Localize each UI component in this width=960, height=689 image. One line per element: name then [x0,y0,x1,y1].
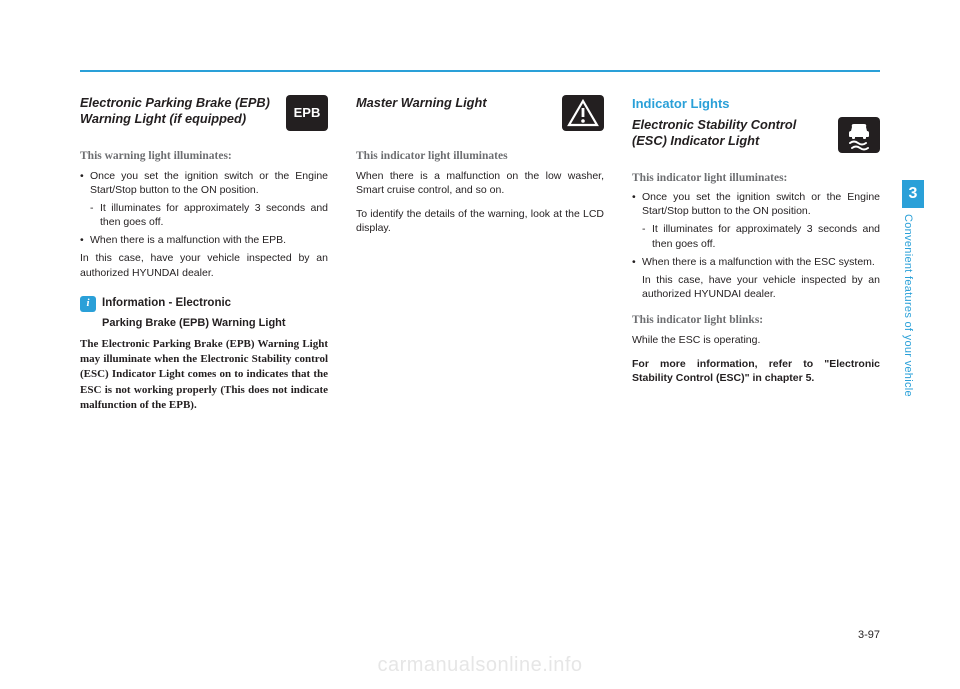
col3-subhead-2: This indicator light blinks: [632,313,880,329]
col1-subhead-1: This warning light illuminates: [80,149,328,165]
col1-subbullet-1: - It illuminates for approximately 3 sec… [90,201,328,229]
info-dash: - Electronic [165,297,231,309]
columns: Electronic Parking Brake (EPB) Warning L… [80,95,880,414]
column-1: Electronic Parking Brake (EPB) Warning L… [80,95,328,414]
dash: - [642,222,652,250]
epb-icon: EPB [286,95,328,131]
info-subtitle: Parking Brake (EPB) Warning Light [102,316,328,331]
bullet-text: When there is a malfunction with the ESC… [642,255,880,269]
col3-blue-heading: Indicator Lights [632,95,880,113]
esc-icon [838,117,880,153]
chapter-number: 3 [902,180,924,208]
subbullet-text: It illuminates for approximately 3 secon… [100,201,328,229]
col2-para-1: When there is a malfunction on the low w… [356,169,604,197]
chapter-title: Convenient features of your vehicle [902,214,914,474]
col3-bullet-2: • When there is a malfunction with the E… [632,255,880,269]
info-body: The Electronic Parking Brake (EPB) Warni… [80,337,328,414]
info-title-wrap: Information - Electronic [102,296,231,312]
col1-para-1: In this case, have your vehicle inspecte… [80,251,328,279]
bullet-text: Once you set the ignition switch or the … [642,190,880,218]
dash: - [90,201,100,229]
bullet-dot: • [80,233,90,247]
col1-title: Electronic Parking Brake (EPB) Warning L… [80,95,286,127]
col2-heading-row: Master Warning Light [356,95,604,131]
col3-para-1: In this case, have your vehicle inspecte… [642,273,880,301]
col3-subhead-1: This indicator light illuminates: [632,171,880,187]
col3-title: Electronic Stability Control (ESC) Indic… [632,117,838,149]
col3-para-2: While the ESC is operating. [632,333,880,347]
col2-para-2: To identify the details of the warning, … [356,207,604,235]
page-content: Electronic Parking Brake (EPB) Warning L… [80,60,880,414]
info-icon: i [80,296,96,312]
bullet-text: Once you set the ignition switch or the … [90,169,328,197]
bullet-dot: • [632,190,642,218]
col3-bullet-1: • Once you set the ignition switch or th… [632,190,880,218]
page-number: 3-97 [858,629,880,641]
col3-subbullet-1: - It illuminates for approximately 3 sec… [642,222,880,250]
column-2: Master Warning Light This indicator ligh… [356,95,604,414]
watermark: carmanualsonline.info [0,654,960,677]
col2-subhead-1: This indicator light illuminates [356,149,604,165]
col3-reference: For more information, refer to "Electron… [632,357,880,385]
bullet-dot: • [80,169,90,197]
col2-title: Master Warning Light [356,95,562,111]
column-3: Indicator Lights Electronic Stability Co… [632,95,880,414]
master-warning-icon [562,95,604,131]
subbullet-text: It illuminates for approximately 3 secon… [652,222,880,250]
col1-bullet-1: • Once you set the ignition switch or th… [80,169,328,197]
bullet-dot: • [632,255,642,269]
bullet-text: When there is a malfunction with the EPB… [90,233,328,247]
col1-heading-row: Electronic Parking Brake (EPB) Warning L… [80,95,328,131]
col1-bullet-2: • When there is a malfunction with the E… [80,233,328,247]
info-row: i Information - Electronic [80,296,328,312]
side-tab: 3 Convenient features of your vehicle [902,180,924,474]
info-title: Information [102,297,165,309]
col3-heading-row: Electronic Stability Control (ESC) Indic… [632,117,880,153]
